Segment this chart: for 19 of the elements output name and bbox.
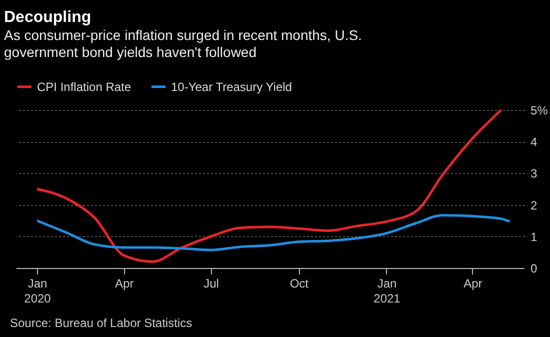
legend-label: CPI Inflation Rate: [37, 80, 132, 94]
chart-subtitle: As consumer-price inflation surged in recent months, U.S. government bond yields haven't followed: [4, 27, 362, 60]
y-tick-label: 5%: [530, 104, 548, 118]
line-series: [36, 108, 502, 263]
legend-label: 10-Year Treasury Yield: [171, 80, 292, 94]
y-tick-label: 1: [530, 230, 538, 244]
x-tick-label: Jul: [204, 276, 219, 290]
y-tick-label: 4: [530, 135, 538, 150]
y-tick-label: 2: [530, 198, 538, 212]
line-series: [36, 214, 511, 252]
source-note: Source: Bureau of Labor Statistics: [10, 316, 192, 330]
x-tick-label: Apr: [464, 276, 482, 290]
y-tick-label: 3: [530, 166, 538, 181]
x-tick-label: Apr: [115, 276, 134, 290]
chart-title: Decoupling: [4, 9, 92, 26]
x-tick-label: Oct: [290, 276, 310, 290]
y-tick-label: 0: [530, 262, 538, 276]
x-tick-label: Jan 2021: [374, 276, 401, 306]
x-tick-label: Jan 2020: [24, 276, 52, 306]
